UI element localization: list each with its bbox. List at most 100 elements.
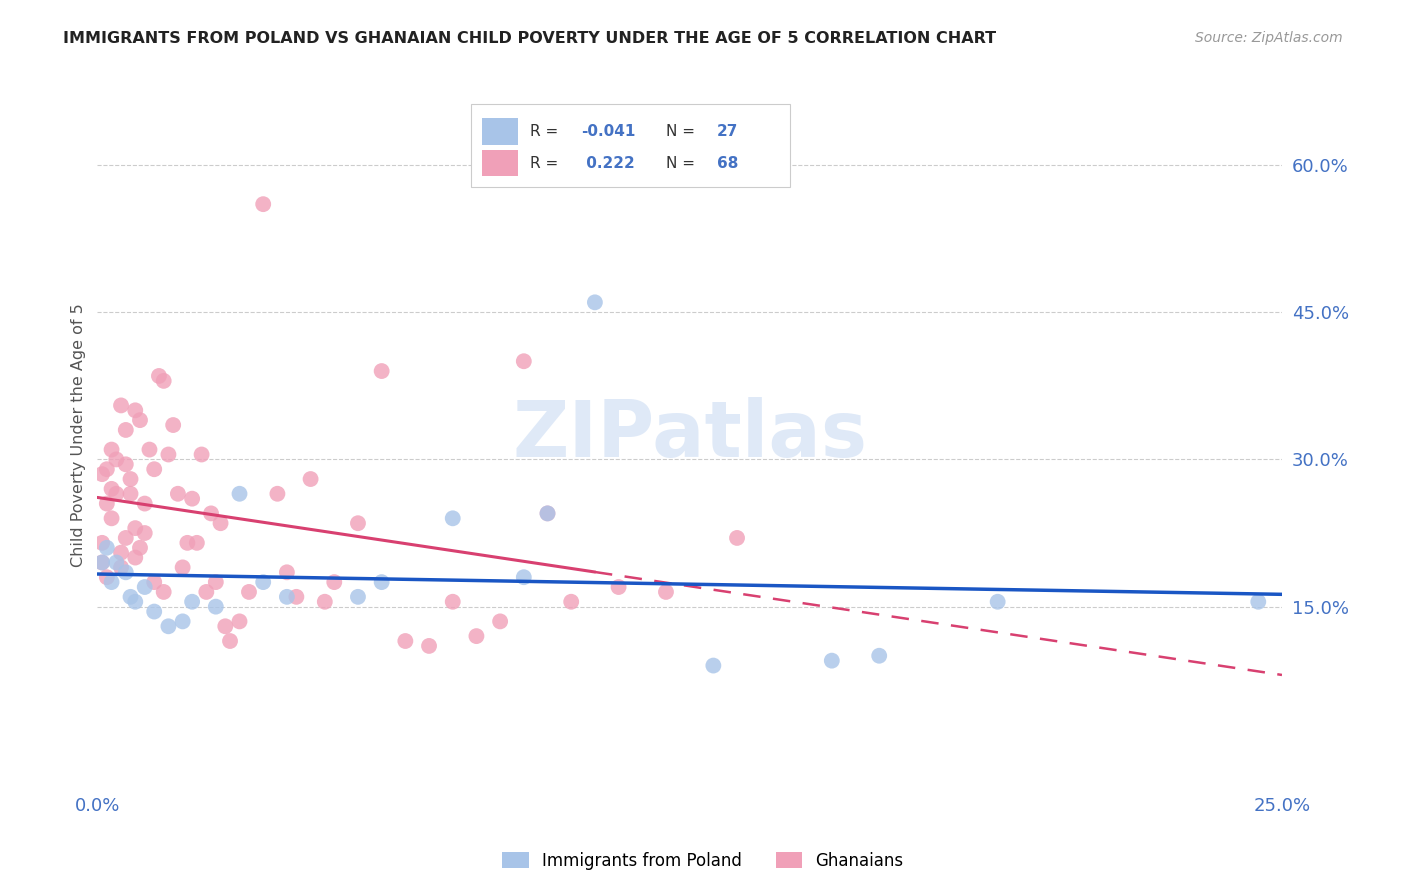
Point bbox=[96, 570, 118, 584]
Point bbox=[252, 197, 274, 211]
Point bbox=[124, 403, 146, 417]
Point bbox=[129, 541, 152, 555]
Point bbox=[607, 580, 630, 594]
Point bbox=[228, 487, 250, 501]
Point bbox=[110, 398, 132, 412]
Point bbox=[105, 452, 128, 467]
Point bbox=[157, 619, 180, 633]
Point bbox=[114, 531, 136, 545]
Point bbox=[143, 462, 166, 476]
Point bbox=[138, 442, 160, 457]
Point bbox=[96, 497, 118, 511]
Point bbox=[228, 615, 250, 629]
Point bbox=[252, 575, 274, 590]
Point bbox=[583, 295, 606, 310]
Text: ZIPatlas: ZIPatlas bbox=[512, 397, 868, 473]
Point bbox=[148, 368, 170, 383]
Point bbox=[441, 511, 464, 525]
Point bbox=[186, 536, 208, 550]
Point bbox=[167, 487, 190, 501]
Point bbox=[285, 590, 308, 604]
Point bbox=[172, 615, 194, 629]
FancyBboxPatch shape bbox=[482, 119, 517, 145]
Point bbox=[157, 448, 180, 462]
Point bbox=[114, 458, 136, 472]
Text: R =: R = bbox=[530, 124, 562, 139]
Point bbox=[238, 585, 260, 599]
Y-axis label: Child Poverty Under the Age of 5: Child Poverty Under the Age of 5 bbox=[72, 303, 86, 566]
Text: 0.222: 0.222 bbox=[581, 155, 634, 170]
Text: N =: N = bbox=[666, 155, 700, 170]
Point bbox=[100, 442, 122, 457]
FancyBboxPatch shape bbox=[471, 103, 790, 187]
Text: -0.041: -0.041 bbox=[581, 124, 636, 139]
Point bbox=[195, 585, 218, 599]
Point bbox=[134, 526, 156, 541]
Point bbox=[219, 634, 242, 648]
Point bbox=[725, 531, 748, 545]
Text: R =: R = bbox=[530, 155, 562, 170]
Point bbox=[868, 648, 890, 663]
Point bbox=[134, 497, 156, 511]
Point bbox=[702, 658, 724, 673]
Point bbox=[418, 639, 440, 653]
Point bbox=[114, 566, 136, 580]
Point bbox=[209, 516, 232, 531]
Text: N =: N = bbox=[666, 124, 700, 139]
Point bbox=[821, 654, 844, 668]
Point bbox=[181, 595, 204, 609]
Point bbox=[105, 487, 128, 501]
Point bbox=[120, 590, 142, 604]
Point bbox=[347, 590, 370, 604]
Point bbox=[100, 575, 122, 590]
Point bbox=[176, 536, 198, 550]
Point bbox=[114, 423, 136, 437]
Point bbox=[276, 590, 298, 604]
Point bbox=[96, 462, 118, 476]
Point bbox=[276, 566, 298, 580]
Point bbox=[465, 629, 488, 643]
Point bbox=[91, 536, 114, 550]
Point bbox=[110, 546, 132, 560]
Point bbox=[91, 556, 114, 570]
Point bbox=[560, 595, 582, 609]
Point bbox=[441, 595, 464, 609]
Point bbox=[266, 487, 288, 501]
Point bbox=[214, 619, 236, 633]
Point bbox=[987, 595, 1010, 609]
Point bbox=[162, 418, 184, 433]
Point bbox=[299, 472, 322, 486]
Point bbox=[536, 507, 558, 521]
Point bbox=[323, 575, 346, 590]
Point bbox=[370, 364, 392, 378]
Point bbox=[200, 507, 222, 521]
Point bbox=[124, 595, 146, 609]
Point bbox=[370, 575, 392, 590]
Point bbox=[124, 521, 146, 535]
Point bbox=[129, 413, 152, 427]
Point bbox=[190, 448, 212, 462]
Text: Source: ZipAtlas.com: Source: ZipAtlas.com bbox=[1195, 31, 1343, 45]
Point bbox=[204, 575, 226, 590]
FancyBboxPatch shape bbox=[482, 150, 517, 177]
Point bbox=[100, 511, 122, 525]
Point bbox=[489, 615, 512, 629]
Point bbox=[347, 516, 370, 531]
Point bbox=[124, 550, 146, 565]
Point bbox=[1247, 595, 1270, 609]
Point bbox=[134, 580, 156, 594]
Point bbox=[143, 575, 166, 590]
Point bbox=[172, 560, 194, 574]
Point bbox=[100, 482, 122, 496]
Point bbox=[314, 595, 336, 609]
Point bbox=[110, 560, 132, 574]
Text: 27: 27 bbox=[717, 124, 738, 139]
Point bbox=[105, 556, 128, 570]
Point bbox=[513, 570, 536, 584]
Text: 68: 68 bbox=[717, 155, 738, 170]
Legend: Immigrants from Poland, Ghanaians: Immigrants from Poland, Ghanaians bbox=[496, 846, 910, 877]
Point bbox=[655, 585, 678, 599]
Point bbox=[204, 599, 226, 614]
Point bbox=[513, 354, 536, 368]
Point bbox=[181, 491, 204, 506]
